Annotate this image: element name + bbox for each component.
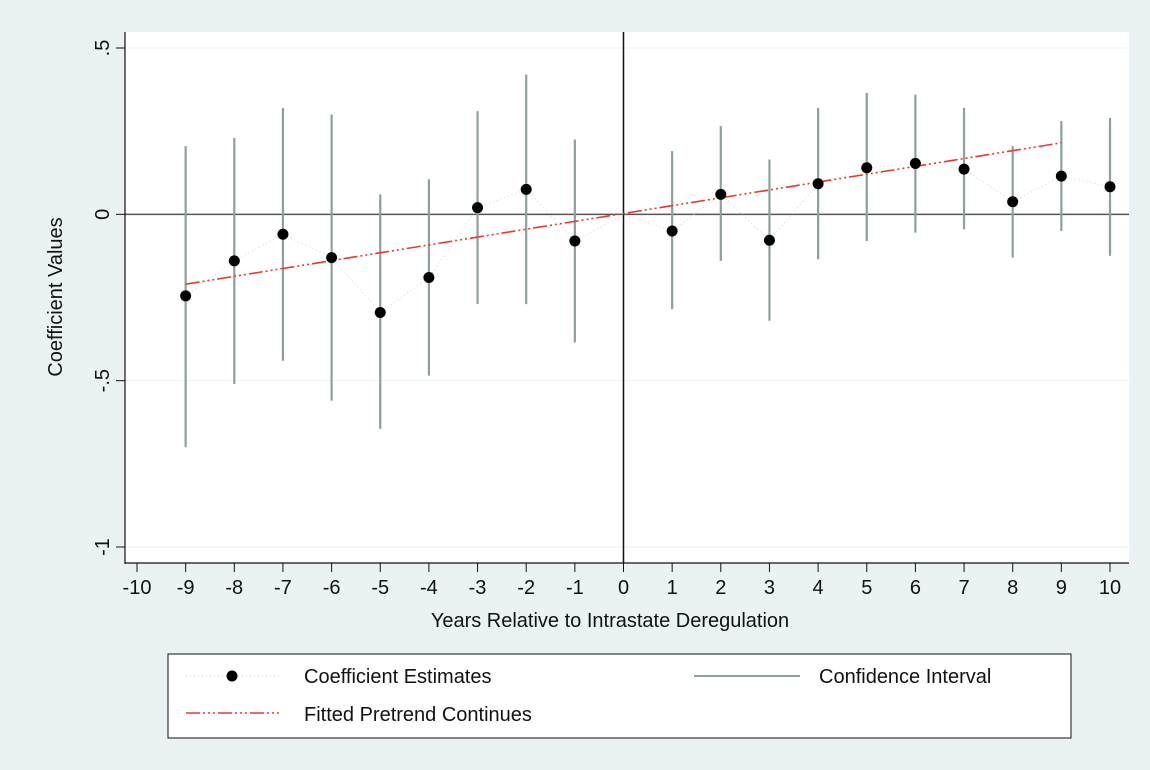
x-tick-label-13: 3 [764,577,775,599]
x-tick-label-17: 7 [958,577,969,599]
x-tick-label-20: 10 [1099,577,1121,599]
y-tick-label-1: -.5 [92,369,114,392]
coef-point-4 [812,178,824,190]
legend-label-estimates: Coefficient Estimates [304,666,492,688]
x-axis-ticks: -10 -9 -8 -7 -6 -5 -4 -3 -2 -1 0 1 2 3 4 5 6 7 8 9 10 [123,563,1121,599]
x-tick-label-19: 9 [1056,577,1067,599]
coef-point--1 [569,235,581,247]
x-tick-label-12: 2 [715,577,726,599]
coef-point--3 [472,202,484,214]
coef-point-6 [909,157,921,169]
legend-marker-dot [226,670,238,682]
coef-point-2 [715,188,727,200]
x-tick-label-1: -9 [177,577,195,599]
coef-point--5 [374,306,386,318]
coef-point--8 [228,255,240,267]
y-axis-label: Coefficient Values [45,217,67,376]
reference-lines [125,32,1129,563]
x-tick-label-14: 4 [813,577,824,599]
coef-point-10 [1104,181,1116,193]
coef-point-5 [861,162,873,174]
x-tick-label-10: 0 [618,577,629,599]
coef-point--2 [520,183,532,195]
coef-point-1 [666,225,678,237]
x-tick-label-7: -3 [469,577,487,599]
x-tick-label-16: 6 [910,577,921,599]
y-tick-label-0: -1 [92,538,114,556]
coef-point-9 [1055,170,1067,182]
coef-point-3 [763,234,775,246]
y-axis-ticks: -1 -.5 0 .5 [92,40,125,556]
legend: Coefficient Estimates Confidence Interva… [167,653,1072,739]
coef-point-8 [1007,196,1019,208]
y-tick-label-2: 0 [92,209,114,220]
x-tick-label-18: 8 [1007,577,1018,599]
x-tick-label-6: -4 [420,577,438,599]
x-tick-label-11: 1 [667,577,678,599]
coef-point--6 [326,252,338,264]
x-tick-label-0: -10 [123,577,152,599]
estimates-connector-line [185,162,1111,314]
coefficient-points [180,157,1116,318]
x-axis-label: Years Relative to Intrastate Deregulatio… [431,610,789,632]
x-tick-label-9: -1 [566,577,584,599]
estimates-connector [185,162,1111,314]
coef-point--4 [423,272,435,284]
coef-point--7 [277,228,289,240]
legend-entry-coefficient-estimates: Coefficient Estimates [186,666,492,688]
x-tick-label-3: -7 [274,577,292,599]
x-tick-label-2: -8 [225,577,243,599]
coef-point--9 [180,290,192,302]
x-tick-label-4: -6 [323,577,341,599]
plot-area [125,32,1129,563]
legend-box [167,653,1072,739]
legend-entry-confidence-interval: Confidence Interval [694,666,991,688]
legend-entry-fitted-pretrend: Fitted Pretrend Continues [186,704,532,726]
x-tick-label-8: -2 [517,577,535,599]
legend-label-fit: Fitted Pretrend Continues [304,704,532,726]
coef-point-7 [958,163,970,175]
x-tick-label-5: -5 [371,577,389,599]
axes [124,32,1129,564]
legend-label-ci: Confidence Interval [819,666,991,688]
x-tick-label-15: 5 [861,577,872,599]
y-tick-label-3: .5 [92,40,114,57]
